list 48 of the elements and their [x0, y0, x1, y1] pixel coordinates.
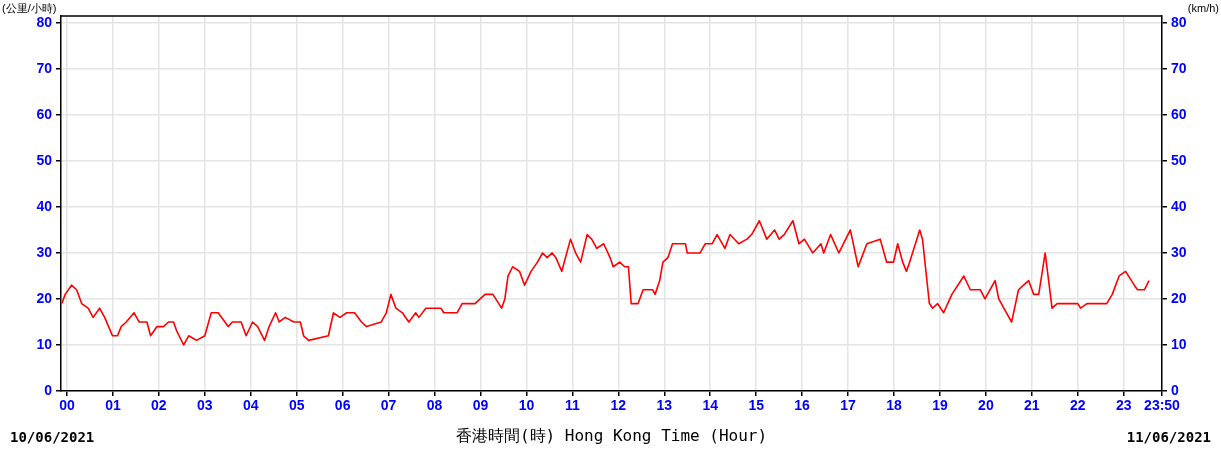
- y2-tick-label: 80: [1171, 13, 1187, 30]
- x-tick-label: 17: [840, 397, 857, 414]
- x-tick-label: 22: [1069, 397, 1086, 414]
- x-tick-label: 06: [334, 397, 351, 414]
- x-tick-label: 23:50: [1144, 397, 1181, 414]
- y-tick-label: 0: [44, 381, 53, 398]
- x-tick-label: 02: [151, 397, 167, 414]
- y2-tick-label: 30: [1171, 243, 1187, 260]
- x-tick-label: 21: [1024, 397, 1040, 414]
- y2-tick-label: 20: [1171, 289, 1187, 306]
- x-tick-label: 07: [380, 397, 397, 414]
- y2-tick-label: 0: [1171, 381, 1179, 398]
- y-tick-label: 60: [36, 105, 53, 122]
- y2-tick-label: 60: [1171, 105, 1187, 122]
- x-tick-label: 03: [197, 397, 213, 414]
- y2-axis-title: (km/h): [1187, 1, 1219, 14]
- x-tick-label: 11: [564, 397, 580, 414]
- x-tick-label: 09: [472, 397, 489, 414]
- y-tick-label: 80: [36, 13, 53, 30]
- y-tick-label: 30: [36, 243, 53, 260]
- x-tick-label: 00: [59, 397, 75, 414]
- x-axis-title: 香港時間(時) Hong Kong Time (Hour): [455, 425, 768, 445]
- x-tick-label: 01: [105, 397, 121, 414]
- text: 10/06/2021: [10, 429, 95, 445]
- text: 11/06/2021: [1126, 429, 1211, 445]
- y-axis-title: (公里/小時): [2, 1, 57, 14]
- x-tick-label: 04: [242, 397, 259, 414]
- x-tick-label: 13: [656, 397, 673, 414]
- x-tick-label: 12: [610, 397, 627, 414]
- x-tick-label: 20: [978, 397, 994, 414]
- y-tick-label: 70: [36, 59, 53, 76]
- y2-tick-label: 70: [1171, 59, 1187, 76]
- y-tick-label: 50: [36, 151, 53, 168]
- y-tick-label: 20: [36, 289, 53, 306]
- y2-tick-label: 40: [1171, 197, 1187, 214]
- y2-tick-label: 10: [1171, 335, 1187, 352]
- x-tick-label: 18: [886, 397, 902, 414]
- y-tick-label: 40: [36, 197, 53, 214]
- y-tick-label: 10: [36, 335, 53, 352]
- x-tick-label: 23: [1115, 397, 1132, 414]
- x-tick-label: 05: [288, 397, 305, 414]
- x-tick-label: 14: [702, 397, 719, 414]
- y2-tick-label: 50: [1171, 151, 1187, 168]
- x-tick-label: 10: [518, 397, 535, 414]
- x-tick-label: 15: [748, 397, 765, 414]
- x-tick-label: 19: [932, 397, 948, 414]
- x-tick-label: 16: [794, 397, 811, 414]
- x-tick-label: 08: [426, 397, 443, 414]
